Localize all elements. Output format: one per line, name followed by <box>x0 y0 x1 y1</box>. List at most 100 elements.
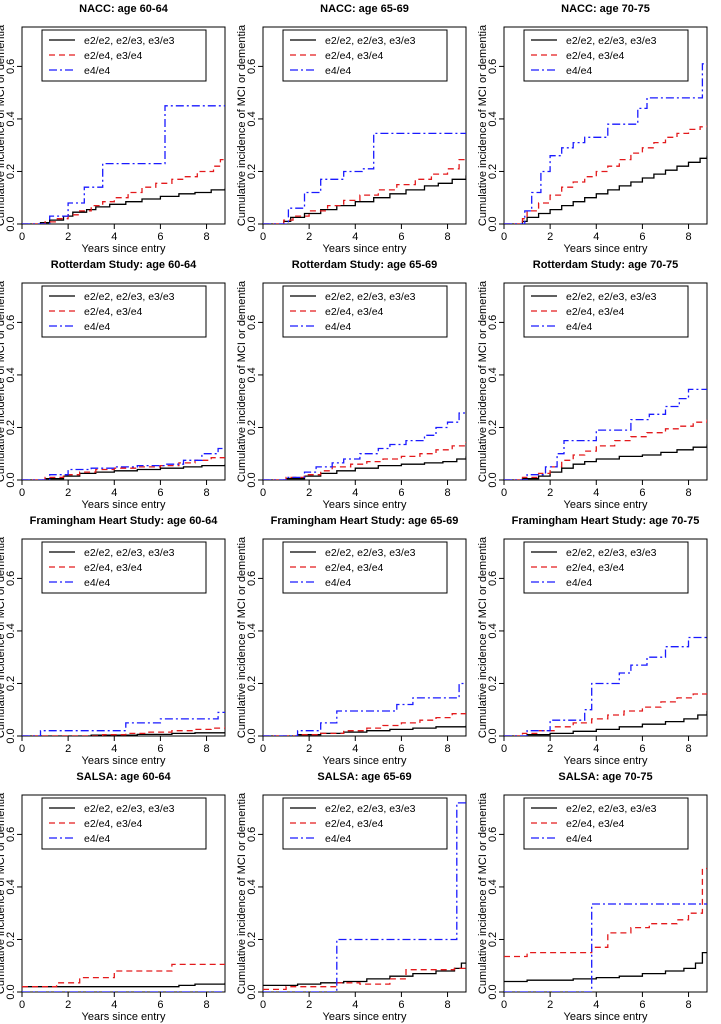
y-axis-label: Cumulative incidence of MCI or dementia <box>0 24 7 226</box>
legend-label: e2/e2, e2/e3, e3/e3 <box>566 35 657 47</box>
legend: e2/e2, e2/e3, e3/e3 e2/e4, e3/e4 e4/e4 <box>41 541 207 594</box>
y-tick-label: 0.0 <box>246 728 258 743</box>
series-line-e3 <box>22 982 225 988</box>
legend-label: e4/e4 <box>566 321 592 333</box>
series-line-e3 <box>504 951 707 983</box>
y-axis-label: Cumulative incidence of MCI or dementia <box>236 280 248 482</box>
series-line-e4-het <box>504 690 707 736</box>
legend: e2/e2, e2/e3, e3/e3 e2/e4, e3/e4 e4/e4 <box>41 285 207 338</box>
legend-label: e2/e4, e3/e4 <box>566 818 625 830</box>
chart-panel: SALSA: age 65-69 0.0 0.2 0.4 0.6 0 2 4 6 8 Years s… <box>236 771 467 1023</box>
y-tick-label: 0.0 <box>487 728 499 743</box>
x-axis-label: Years since entry <box>82 1011 166 1023</box>
y-axis-label: Cumulative incidence of MCI or dementia <box>477 24 489 226</box>
legend-label: e2/e2, e2/e3, e3/e3 <box>566 291 657 303</box>
legend-label: e2/e4, e3/e4 <box>84 50 143 62</box>
y-tick-label: 0.4 <box>5 623 17 638</box>
legend-label: e4/e4 <box>325 321 351 333</box>
legend-label: e2/e2, e2/e3, e3/e3 <box>84 291 175 303</box>
x-tick-label: 6 <box>157 487 163 499</box>
y-tick-label: 0.2 <box>246 676 258 691</box>
legend-label: e2/e2, e2/e3, e3/e3 <box>325 803 416 815</box>
legend-label: e2/e2, e2/e3, e3/e3 <box>84 547 175 559</box>
x-axis-label: Years since entry <box>564 1011 648 1023</box>
series-line-e4-het <box>263 712 466 736</box>
chart-panel: SALSA: age 70-75 0.0 0.2 0.4 0.6 0 2 4 6 8 Years s… <box>477 771 708 1023</box>
legend-label: e4/e4 <box>84 577 110 589</box>
x-tick-label: 8 <box>203 743 209 755</box>
plot-frame <box>262 26 467 225</box>
y-tick-label: 0.6 <box>246 59 258 74</box>
x-tick-label: 4 <box>111 999 117 1011</box>
x-tick-label: 2 <box>306 999 312 1011</box>
series-line-e3 <box>263 725 466 736</box>
y-tick-label: 0.2 <box>487 932 499 947</box>
legend: e2/e2, e2/e3, e3/e3 e2/e4, e3/e4 e4/e4 <box>523 29 689 82</box>
plot-frame <box>21 538 226 737</box>
x-tick-label: 0 <box>260 999 266 1011</box>
x-axis-label: Years since entry <box>564 499 648 511</box>
y-tick-label: 0.6 <box>5 315 17 330</box>
chart-title: NACC: age 70-75 <box>561 3 650 15</box>
legend-label: e4/e4 <box>325 833 351 845</box>
legend-label: e2/e2, e2/e3, e3/e3 <box>566 547 657 559</box>
series-line-e4-hom <box>263 682 466 736</box>
series-line-e4-hom <box>263 411 466 480</box>
x-tick-label: 0 <box>260 487 266 499</box>
chart-title: SALSA: age 70-75 <box>558 771 652 783</box>
legend-label: e2/e4, e3/e4 <box>325 562 384 574</box>
y-tick-label: 0.2 <box>487 164 499 179</box>
x-tick-label: 8 <box>685 743 691 755</box>
x-tick-label: 0 <box>501 743 507 755</box>
chart-panel: NACC: age 60-64 0.0 0.2 0.4 0.6 0 2 4 6 8 Years si… <box>0 3 226 255</box>
plot-frame <box>262 538 467 737</box>
x-tick-label: 0 <box>501 999 507 1011</box>
x-tick-label: 0 <box>19 743 25 755</box>
y-tick-label: 0.2 <box>5 164 17 179</box>
y-tick-label: 0.4 <box>246 879 258 894</box>
legend: e2/e2, e2/e3, e3/e3 e2/e4, e3/e4 e4/e4 <box>41 29 207 82</box>
x-tick-label: 6 <box>398 999 404 1011</box>
series-line-e4-het <box>22 963 225 988</box>
x-tick-label: 2 <box>65 487 71 499</box>
y-axis-label: Cumulative incidence of MCI or dementia <box>477 280 489 482</box>
y-tick-label: 0.2 <box>5 420 17 435</box>
y-axis-label: Cumulative incidence of MCI or dementia <box>0 280 7 482</box>
y-tick-label: 0.2 <box>5 932 17 947</box>
x-tick-label: 0 <box>501 487 507 499</box>
x-tick-label: 6 <box>398 231 404 243</box>
x-tick-label: 6 <box>157 999 163 1011</box>
x-tick-label: 4 <box>593 231 599 243</box>
x-tick-label: 4 <box>111 743 117 755</box>
y-tick-label: 0.6 <box>487 827 499 842</box>
chart-title: SALSA: age 60-64 <box>76 771 171 783</box>
x-axis-label: Years since entry <box>323 499 407 511</box>
legend: e2/e2, e2/e3, e3/e3 e2/e4, e3/e4 e4/e4 <box>523 541 689 594</box>
x-axis-label: Years since entry <box>323 243 407 255</box>
y-tick-label: 0.6 <box>5 59 17 74</box>
legend-label: e4/e4 <box>566 833 592 845</box>
plot-frame <box>503 794 708 993</box>
series-line-e4-het <box>22 456 225 480</box>
x-tick-label: 8 <box>444 487 450 499</box>
x-tick-label: 2 <box>306 231 312 243</box>
legend-label: e2/e2, e2/e3, e3/e3 <box>325 547 416 559</box>
x-tick-label: 8 <box>203 231 209 243</box>
series-line-e4-hom <box>504 388 707 480</box>
plot-frame <box>262 282 467 481</box>
legend-label: e2/e4, e3/e4 <box>84 306 143 318</box>
series-line-e4-hom <box>22 447 225 480</box>
chart-title: SALSA: age 65-69 <box>317 771 411 783</box>
x-axis-label: Years since entry <box>323 755 407 767</box>
chart-title: Framingham Heart Study: age 60-64 <box>30 515 219 527</box>
y-tick-label: 0.6 <box>5 827 17 842</box>
chart-panel: NACC: age 70-75 0.0 0.2 0.4 0.6 0 2 4 6 8 Years si… <box>477 3 708 255</box>
plot-frame <box>262 794 467 993</box>
legend-label: e2/e4, e3/e4 <box>84 818 143 830</box>
series-line-e4-het <box>504 867 707 958</box>
y-tick-label: 0.0 <box>5 472 17 487</box>
x-tick-label: 2 <box>65 999 71 1011</box>
y-axis-label: Cumulative incidence of MCI or dementia <box>0 792 7 994</box>
y-axis-label: Cumulative incidence of MCI or dementia <box>477 536 489 738</box>
